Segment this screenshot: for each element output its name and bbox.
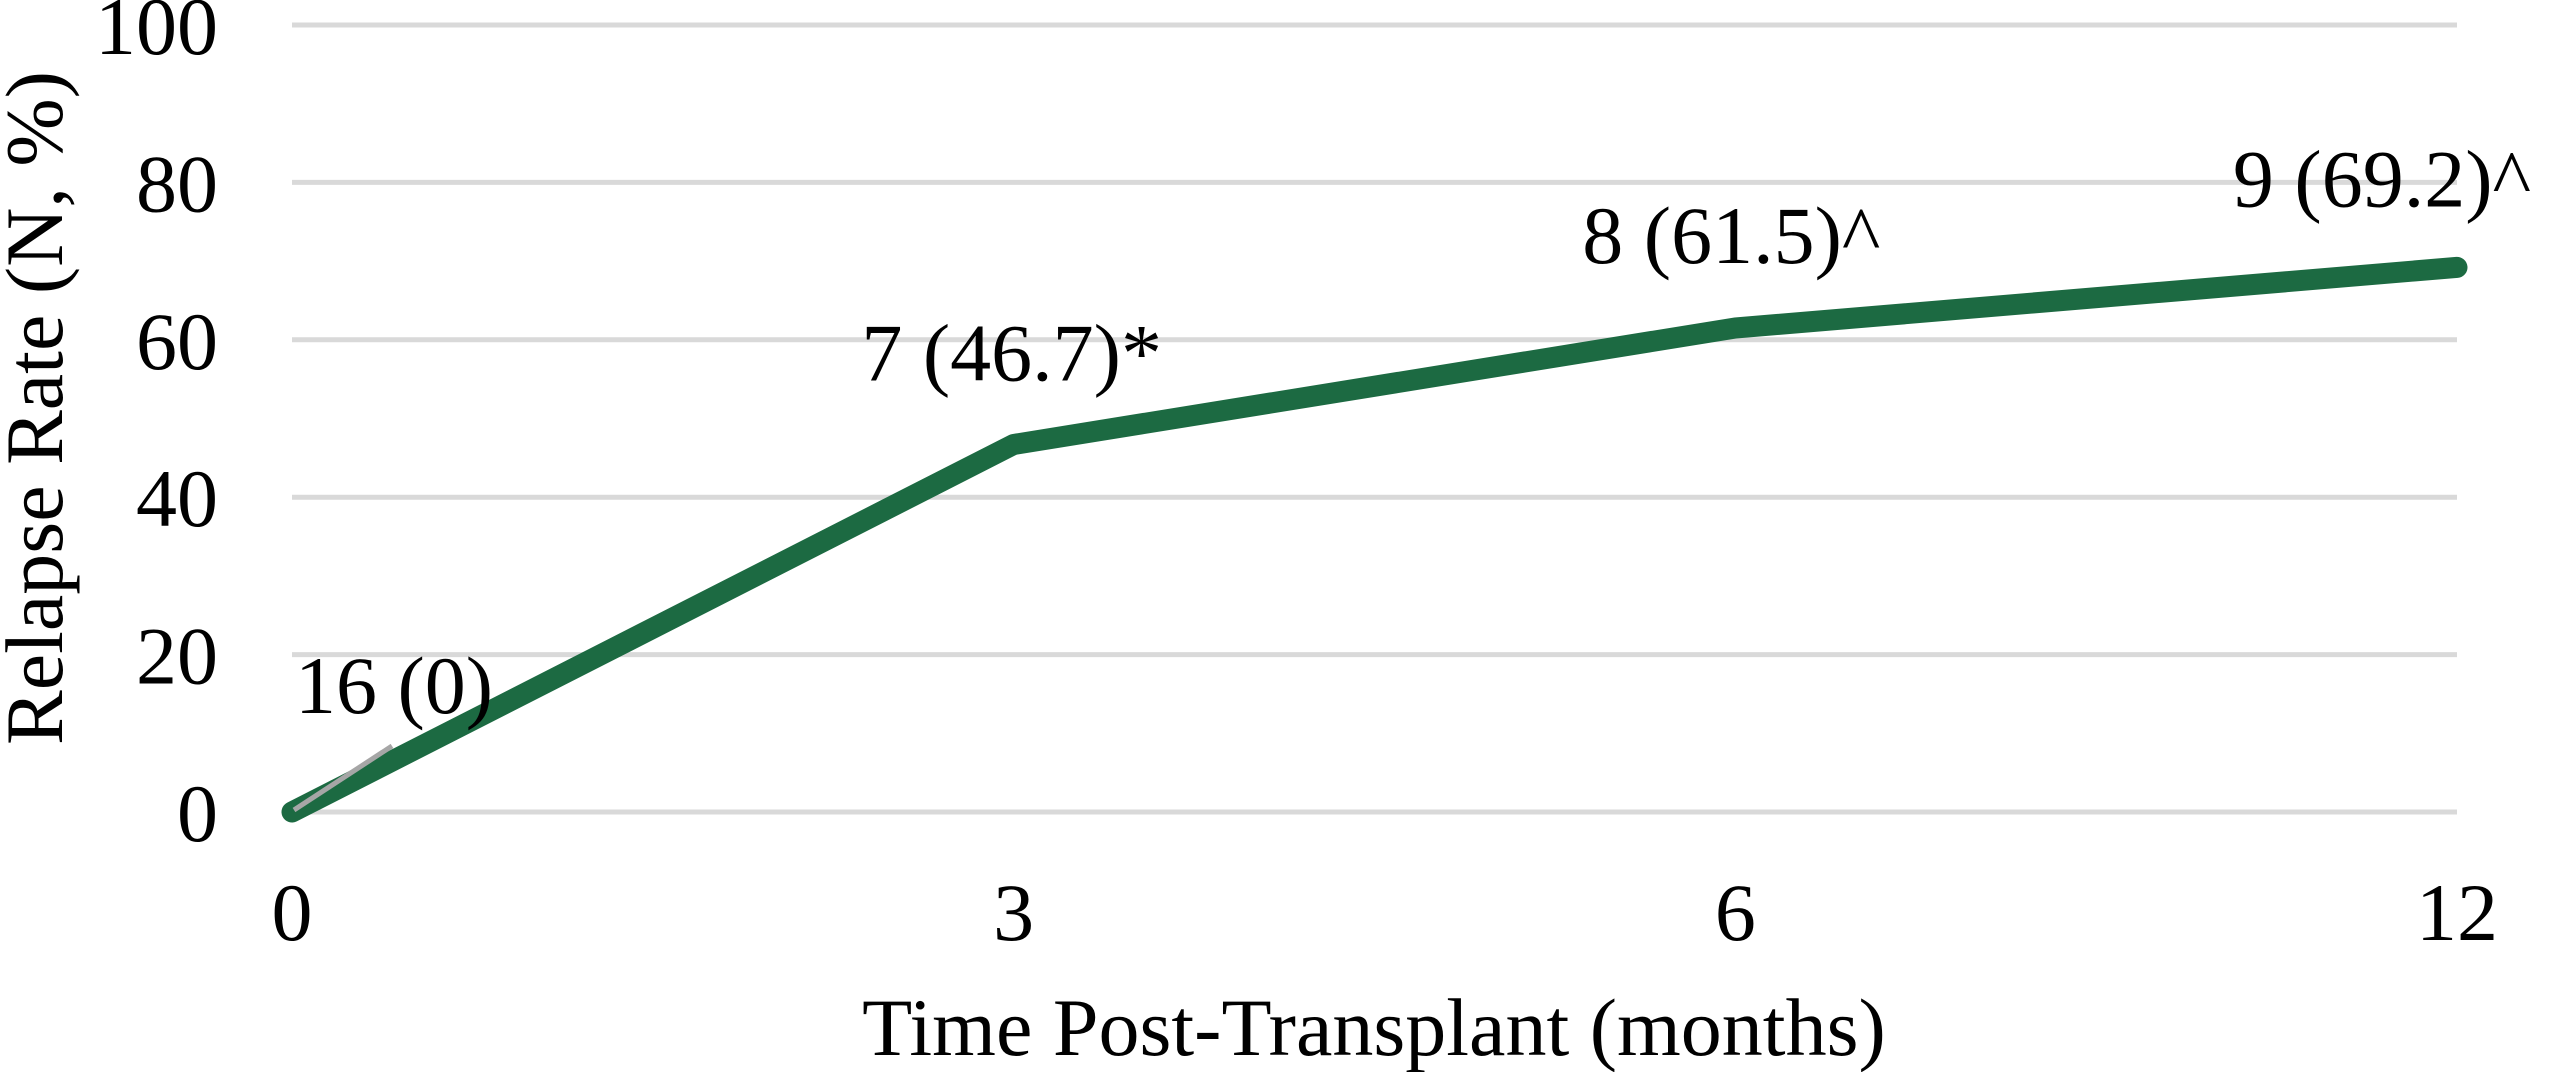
data-point-label: 8 (61.5)^ <box>1582 190 1880 281</box>
label-leader-line <box>292 743 394 813</box>
y-axis-tick-label: 100 <box>95 0 218 72</box>
data-point-labels: 16 (0) 7 (46.7)* 8 (61.5)^ 9 (69.2)^ <box>295 133 2531 731</box>
x-axis-tick-label: 0 <box>272 867 313 958</box>
y-axis-tick-label: 40 <box>136 453 218 544</box>
x-axis-tick-label: 6 <box>1715 867 1756 958</box>
relapse-rate-line <box>281 256 2468 823</box>
y-axis-tick-label: 60 <box>136 296 218 387</box>
x-axis-tick-label: 3 <box>993 867 1034 958</box>
x-axis-tick-labels: 0 3 6 12 <box>272 867 2499 958</box>
y-axis-tick-label: 80 <box>136 138 218 229</box>
x-axis-tick-label: 12 <box>2416 867 2498 958</box>
x-axis-title: Time Post-Transplant (months) <box>862 982 1886 1072</box>
y-axis-title: Relapse Rate (N, %) <box>0 71 80 745</box>
data-point-label: 16 (0) <box>295 640 493 731</box>
data-point-label: 9 (69.2)^ <box>2233 133 2531 224</box>
data-point-label: 7 (46.7)* <box>861 307 1162 398</box>
y-axis-tick-label: 0 <box>177 768 218 859</box>
y-axis-tick-label: 20 <box>136 611 218 702</box>
y-gridlines <box>292 22 2457 815</box>
series-layer <box>281 256 2468 823</box>
y-axis-tick-labels: 0 20 40 60 80 100 <box>95 0 218 859</box>
